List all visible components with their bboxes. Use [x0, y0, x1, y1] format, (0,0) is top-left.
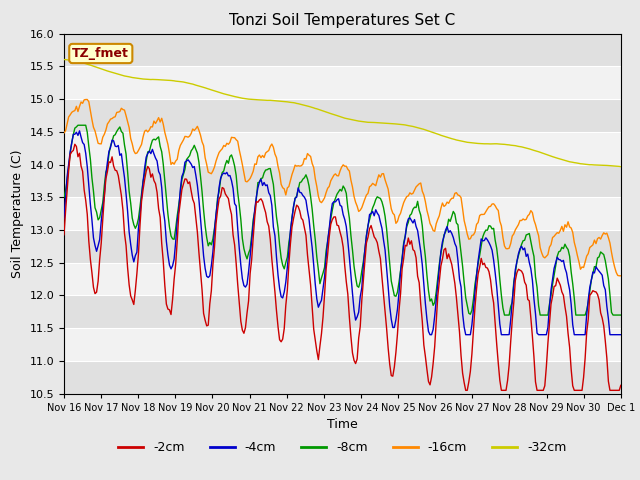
Bar: [64, 328, 621, 361]
Legend: -2cm, -4cm, -8cm, -16cm, -32cm: -2cm, -4cm, -8cm, -16cm, -32cm: [113, 436, 572, 459]
Y-axis label: Soil Temperature (C): Soil Temperature (C): [11, 149, 24, 278]
Bar: [64, 132, 621, 165]
Bar: [64, 230, 621, 263]
Text: TZ_fmet: TZ_fmet: [72, 47, 129, 60]
Bar: [64, 361, 621, 394]
Bar: [64, 99, 621, 132]
Bar: [64, 295, 621, 328]
Bar: [64, 66, 621, 99]
Bar: [64, 197, 621, 230]
Title: Tonzi Soil Temperatures Set C: Tonzi Soil Temperatures Set C: [229, 13, 456, 28]
Bar: [64, 263, 621, 295]
Bar: [64, 34, 621, 66]
Bar: [64, 165, 621, 197]
X-axis label: Time: Time: [327, 418, 358, 431]
